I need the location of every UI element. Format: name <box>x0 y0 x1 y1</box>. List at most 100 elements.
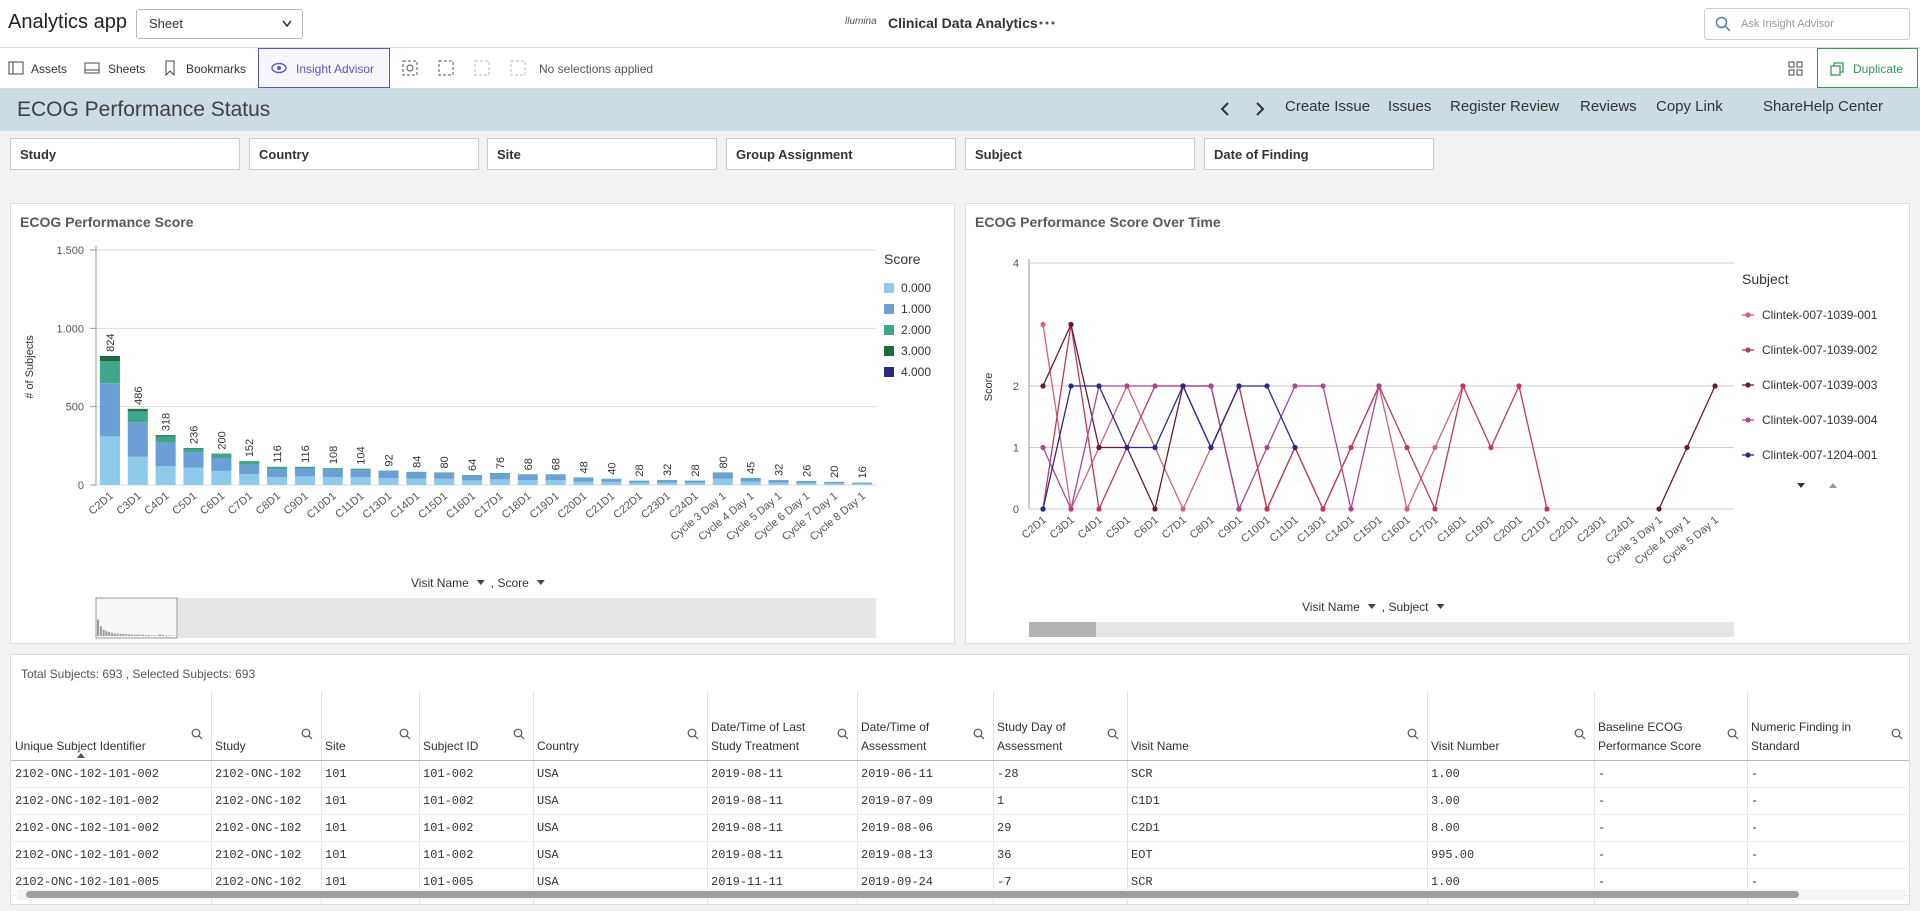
header-link[interactable]: Copy Link <box>1656 98 1723 115</box>
bar-segment <box>350 470 371 478</box>
legend-label: 1.000 <box>901 302 931 316</box>
bookmarks-button[interactable]: Bookmarks <box>186 62 247 76</box>
data-point <box>1236 383 1242 389</box>
total-label: 236 <box>189 426 201 444</box>
data-point <box>1460 383 1466 389</box>
x-tick-label: C5D1 <box>1104 514 1133 541</box>
column-header[interactable]: Date/Time of Last Study Treatment <box>711 720 806 753</box>
more-menu[interactable] <box>1038 20 1056 26</box>
legend-swatch <box>884 304 894 314</box>
dimension-selector[interactable]: Visit Name <box>411 576 469 590</box>
column-header[interactable]: Date/Time of Assessment <box>861 720 930 753</box>
column-header[interactable]: Country <box>537 739 580 753</box>
bar-segment <box>462 480 483 485</box>
sheet-dropdown[interactable]: Sheet <box>136 9 303 39</box>
x-tick-label: C5D1 <box>170 490 199 517</box>
legend-dot <box>1745 382 1751 388</box>
search-box[interactable]: Ask Insight Advisor <box>1704 8 1910 40</box>
column-header[interactable]: Subject ID <box>423 739 479 753</box>
column-header[interactable]: Site <box>325 739 346 753</box>
total-label: 45 <box>746 462 758 474</box>
column-search-icon[interactable] <box>301 728 313 740</box>
total-label: 200 <box>216 431 228 449</box>
data-point <box>1656 506 1662 512</box>
duplicate-button[interactable]: Duplicate <box>1817 48 1918 88</box>
legend-label: 3.000 <box>901 344 931 358</box>
bar-segment <box>322 477 343 485</box>
column-search-icon[interactable] <box>399 728 411 740</box>
column-search-icon[interactable] <box>513 728 525 740</box>
dimension-selector[interactable]: , Score <box>491 576 529 590</box>
table-cell: - <box>1598 821 1606 835</box>
header-link[interactable]: Help Center <box>1803 98 1884 115</box>
data-point <box>1264 506 1270 512</box>
dimension-selector[interactable]: Visit Name <box>1302 600 1360 614</box>
bar-segment <box>127 422 148 457</box>
column-header[interactable]: Study Day of Assessment <box>997 720 1066 753</box>
grid-icon[interactable] <box>1788 61 1804 77</box>
data-point <box>1068 321 1074 328</box>
bar-segment <box>489 473 510 475</box>
data-point <box>1068 383 1074 389</box>
bar-segment <box>211 458 232 471</box>
x-tick-label: C21D1 <box>1519 514 1553 545</box>
header-link[interactable]: Reviews <box>1580 98 1637 115</box>
column-search-icon[interactable] <box>837 728 849 740</box>
insight-advisor-button[interactable]: Insight Advisor <box>258 48 390 88</box>
legend-scroll-up[interactable] <box>1829 483 1837 488</box>
legend-scroll-down[interactable] <box>1797 483 1805 488</box>
table-cell: 29 <box>997 821 1012 835</box>
column-search-icon[interactable] <box>1407 728 1419 740</box>
header-link[interactable]: Share <box>1763 98 1804 115</box>
column-search-icon[interactable] <box>687 728 699 740</box>
table-cell: 101 <box>325 848 347 862</box>
header-link[interactable]: Register Review <box>1450 98 1560 115</box>
data-point <box>1152 383 1158 389</box>
column-search-icon[interactable] <box>1891 728 1903 740</box>
column-divider <box>321 691 322 904</box>
y-tick-label: 500 <box>66 402 84 414</box>
dimension-selector[interactable]: , Subject <box>1382 600 1429 614</box>
table-cell: 2019-08-11 <box>711 821 784 835</box>
column-search-icon[interactable] <box>1107 728 1119 740</box>
table-cell: 2019-06-11 <box>861 767 934 781</box>
column-header[interactable]: Numeric Finding in Standard <box>1751 720 1852 753</box>
filter-box[interactable]: Date of Finding <box>1204 138 1434 170</box>
table-cell: 2019-08-11 <box>711 794 784 808</box>
mini-bar <box>102 629 105 636</box>
column-header[interactable]: Unique Subject Identifier <box>15 739 146 753</box>
data-point <box>1124 444 1130 451</box>
column-search-icon[interactable] <box>191 728 203 740</box>
legend-title: Subject <box>1742 271 1789 287</box>
header-link[interactable]: Issues <box>1388 98 1432 115</box>
column-header[interactable]: Visit Number <box>1431 739 1500 753</box>
table-cell: 101 <box>325 767 347 781</box>
filter-box[interactable]: Group Assignment <box>726 138 956 170</box>
column-header[interactable]: Visit Name <box>1131 739 1189 753</box>
sheets-button[interactable]: Sheets <box>108 62 146 76</box>
app-name: Clinical Data Analytics <box>888 15 1038 31</box>
total-label: 486 <box>133 387 145 405</box>
column-search-icon[interactable] <box>1574 728 1586 740</box>
sheet-nav[interactable] <box>1219 101 1269 117</box>
h-scroll-thumb[interactable] <box>26 891 1799 898</box>
table-cell: - <box>1751 821 1759 835</box>
column-header[interactable]: Baseline ECOG Performance Score <box>1598 720 1702 753</box>
column-header[interactable]: Study <box>215 739 246 753</box>
assets-button[interactable]: Assets <box>31 62 68 76</box>
chevron <box>282 20 292 28</box>
table-cell: 101 <box>325 821 347 835</box>
x-tick-label: C4D1 <box>1076 514 1105 541</box>
column-search-icon[interactable] <box>1727 728 1739 740</box>
mini-bar <box>147 635 150 636</box>
header-link[interactable]: Create Issue <box>1285 98 1371 115</box>
filter-box[interactable]: Study <box>10 138 240 170</box>
eye-icon <box>271 62 287 74</box>
filter-box[interactable]: Site <box>487 138 717 170</box>
filter-box[interactable]: Country <box>249 138 479 170</box>
filter-box[interactable]: Subject <box>965 138 1195 170</box>
table-cell: 101-002 <box>423 794 474 808</box>
column-search-icon[interactable] <box>973 728 985 740</box>
scroll-thumb[interactable] <box>1029 622 1096 637</box>
scroll-track <box>1029 622 1734 637</box>
